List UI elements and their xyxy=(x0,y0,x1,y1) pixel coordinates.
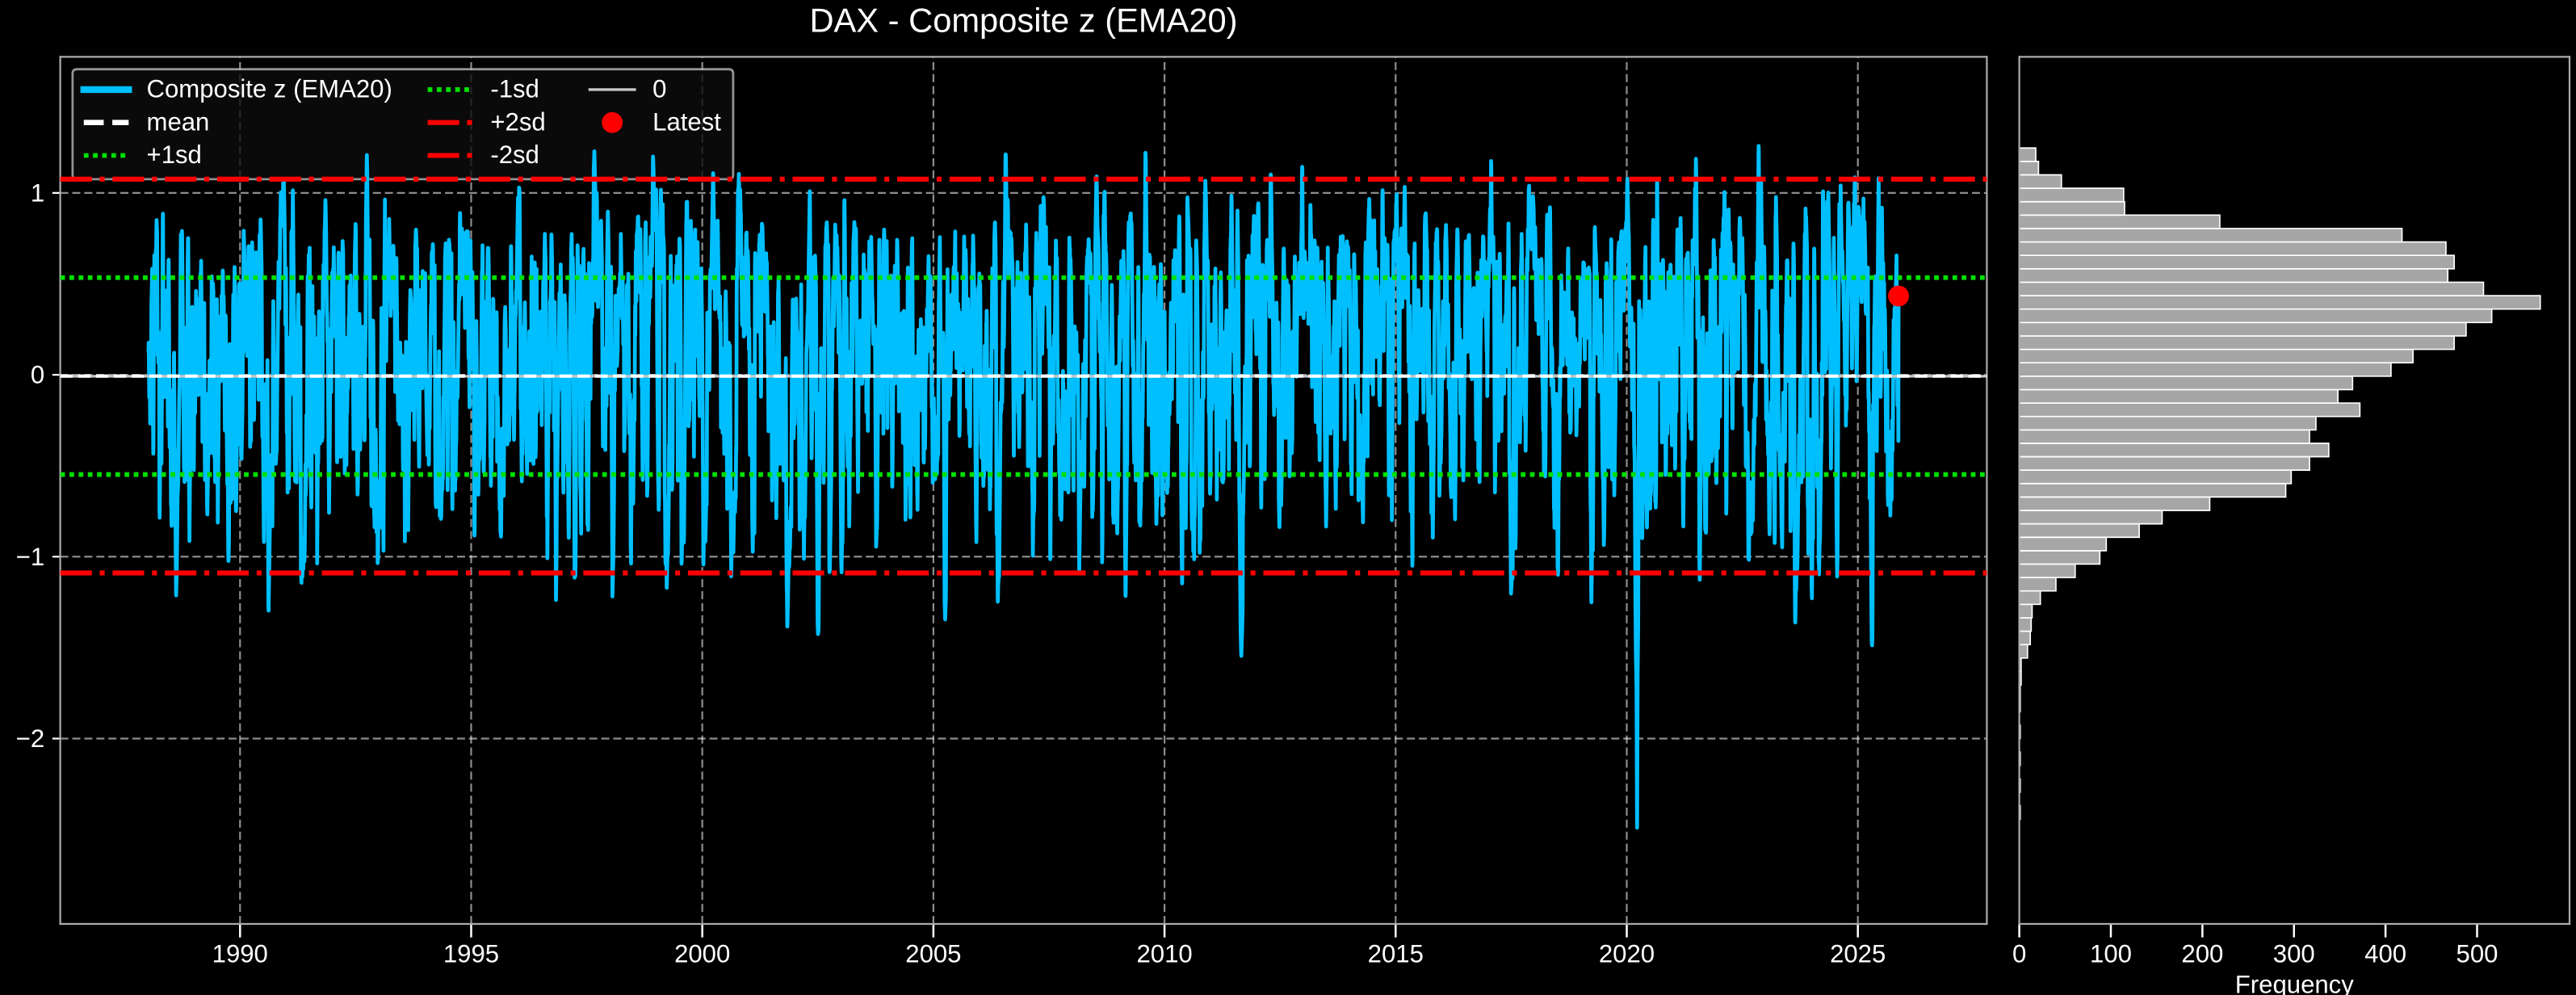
svg-text:-2sd: -2sd xyxy=(490,141,539,169)
svg-text:0: 0 xyxy=(652,75,666,103)
svg-text:−1: −1 xyxy=(16,543,44,571)
svg-text:500: 500 xyxy=(2456,939,2498,968)
svg-text:2015: 2015 xyxy=(1368,939,1424,968)
svg-text:DAX - Composite z (EMA20): DAX - Composite z (EMA20) xyxy=(809,1,1237,39)
svg-text:2000: 2000 xyxy=(674,939,730,968)
svg-text:0: 0 xyxy=(31,361,44,389)
svg-text:+2sd: +2sd xyxy=(490,107,545,136)
svg-text:2010: 2010 xyxy=(1136,939,1192,968)
svg-text:400: 400 xyxy=(2364,939,2406,968)
svg-text:-1sd: -1sd xyxy=(490,75,539,103)
svg-text:1995: 1995 xyxy=(443,939,499,968)
svg-text:1: 1 xyxy=(31,178,44,207)
svg-text:2005: 2005 xyxy=(905,939,961,968)
svg-text:+1sd: +1sd xyxy=(147,141,202,169)
svg-text:300: 300 xyxy=(2273,939,2315,968)
svg-text:Latest: Latest xyxy=(652,107,721,136)
svg-text:mean: mean xyxy=(147,107,210,136)
svg-text:200: 200 xyxy=(2181,939,2223,968)
svg-text:1990: 1990 xyxy=(212,939,268,968)
svg-text:0: 0 xyxy=(2012,939,2026,968)
svg-text:Composite z (EMA20): Composite z (EMA20) xyxy=(147,75,392,103)
svg-text:2025: 2025 xyxy=(1830,939,1886,968)
svg-text:−2: −2 xyxy=(16,724,44,753)
svg-text:2020: 2020 xyxy=(1599,939,1655,968)
svg-text:100: 100 xyxy=(2090,939,2132,968)
svg-text:Frequency: Frequency xyxy=(2235,970,2354,995)
